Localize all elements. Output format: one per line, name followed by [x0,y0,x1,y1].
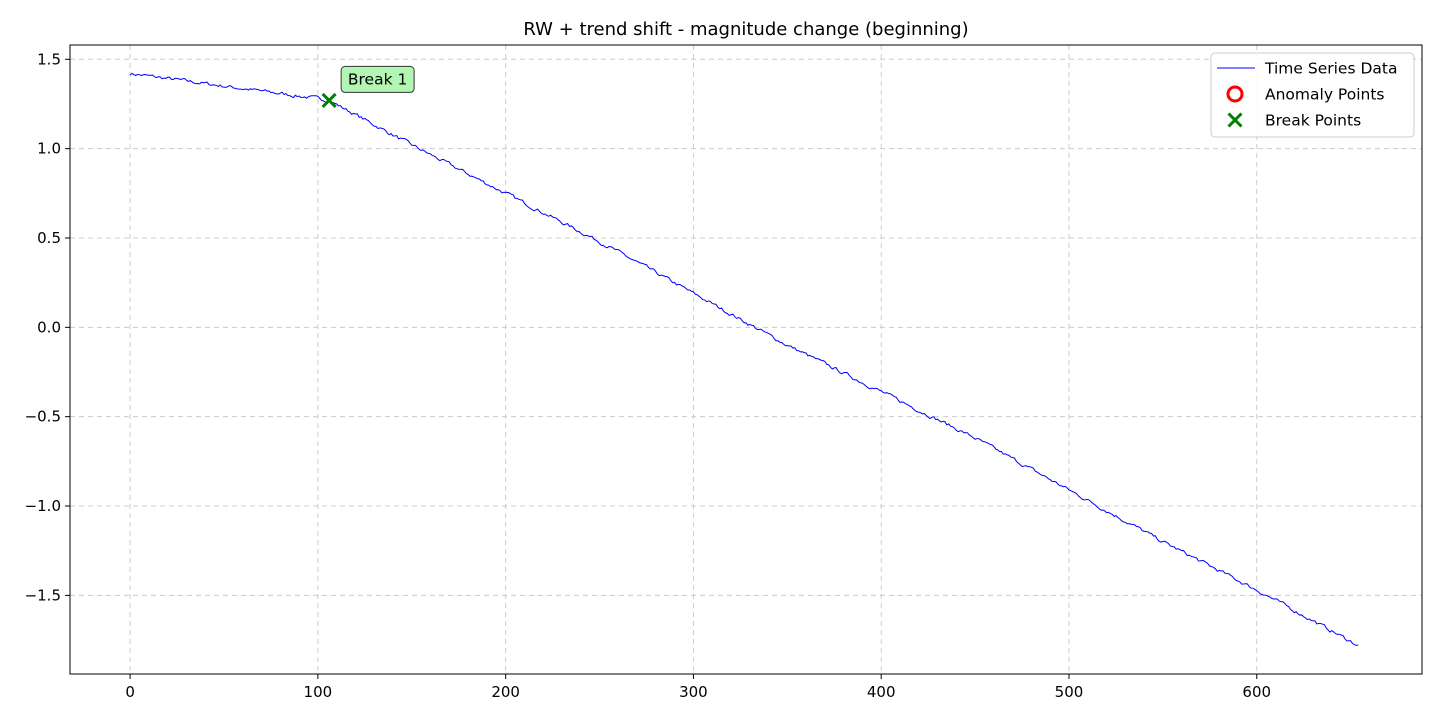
x-tick-label: 300 [679,683,708,701]
legend-label-time-series: Time Series Data [1264,60,1397,78]
y-tick-label: 0.5 [37,229,61,247]
axes-layer: 0 100 200 300 400 500 600 1.5 1.0 0.5 0.0 −0.5 −1.0 −… [25,44,1423,701]
annotation-text: Break 1 [348,70,407,88]
legend-label-anomaly: Anomaly Points [1265,86,1384,104]
y-tick-label: −1.0 [25,497,61,515]
y-tick-label: 1.0 [37,140,61,158]
x-tick-label: 600 [1242,683,1271,701]
break-marker-stroke [321,92,337,108]
y-tick-label: 1.5 [37,50,61,68]
plot-frame [69,44,1423,675]
x-tick-label: 200 [491,683,520,701]
x-tick-label: 100 [304,683,333,701]
annotation-layer: Break 1 [340,65,415,93]
annotation-break-label: Break 1 [340,65,415,93]
legend-x-stroke [1227,112,1243,128]
y-tick-label: −0.5 [25,408,61,426]
break-point-marker [321,92,337,108]
data-layer [129,72,1359,646]
chart-title: RW + trend shift - magnitude change (beg… [523,19,968,40]
x-tick-label: 500 [1055,683,1084,701]
legend-label-break: Break Points [1265,112,1361,130]
annotation-box [340,65,415,93]
x-tick-label: 400 [867,683,896,701]
y-tick-label: −1.5 [25,586,61,604]
legend-x-icon [1227,112,1243,128]
legend-box [1210,52,1415,138]
y-tick-label: 0.0 [37,318,61,336]
series-line-time-series-data [129,72,1359,646]
x-tick-label: 0 [125,683,135,701]
legend: Time Series Data Anomaly Points Break Poin… [1210,52,1415,138]
grid-layer [70,45,1422,674]
legend-circle-icon [1226,85,1244,103]
